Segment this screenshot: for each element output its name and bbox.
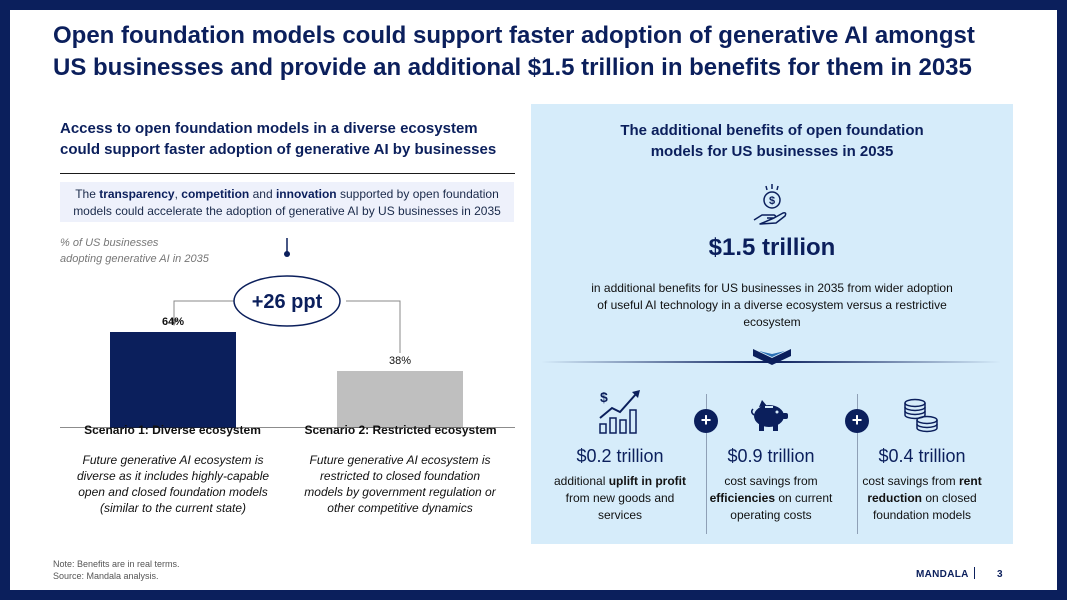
- axis-note-line: % of US businesses: [60, 237, 159, 249]
- bar-2: [337, 371, 463, 428]
- scenario2-title: Scenario 2: Restricted ecosystem: [304, 423, 497, 437]
- svg-text:$: $: [600, 389, 608, 405]
- bar-1: [110, 332, 236, 428]
- benefit-value: $0.2 trillion: [576, 446, 664, 466]
- divider: [706, 394, 707, 534]
- total-benefit-value: $1.5 trillion: [708, 234, 836, 261]
- svg-text:$: $: [769, 195, 775, 207]
- axis-note-line: adopting generative AI in 2035: [60, 253, 209, 265]
- benefits-panel: The additional benefits of open foundati…: [531, 104, 1013, 544]
- bracket-right: [346, 300, 401, 353]
- footnote-source: Source: Mandala analysis.: [53, 571, 159, 581]
- benefit-desc-bold: rent reduction: [867, 474, 982, 505]
- page-number: 3: [997, 569, 1003, 580]
- benefit-desc-text: cost savings from: [862, 474, 960, 488]
- scenario1-title: Scenario 1: Diverse ecosystem: [84, 423, 261, 437]
- benefit-desc-text: on current operating costs: [730, 491, 833, 522]
- callout-bold: transparency: [99, 187, 175, 201]
- total-benefit-desc: in additional benefits for US businesses…: [591, 281, 953, 329]
- callout-text: and: [249, 187, 276, 201]
- scenario1-desc: Future generative AI ecosystem is divers…: [76, 453, 270, 515]
- bar-chart: +26 ppt 64% 38%: [60, 238, 515, 428]
- plus-icon: +: [694, 409, 718, 433]
- bar-value-label: 38%: [389, 355, 411, 367]
- bar-value-label: 64%: [162, 316, 184, 328]
- plus-icon: +: [845, 409, 869, 433]
- benefit-desc: cost savings from rent reduction on clos…: [847, 473, 997, 524]
- footnote: Note: Benefits are in real terms. Source…: [53, 558, 180, 582]
- divider: [974, 567, 975, 579]
- scenario2-desc: Future generative AI ecosystem is restri…: [304, 453, 496, 515]
- arrow-head: [170, 319, 178, 326]
- chevron-down-icon: [753, 349, 791, 365]
- money-hand-icon: $: [753, 184, 787, 225]
- axis-note: % of US businesses adopting generative A…: [60, 235, 209, 267]
- piggy-bank-icon: [750, 400, 788, 431]
- callout-bold: competition: [181, 187, 250, 201]
- divider: [60, 173, 515, 174]
- growth-chart-icon: $: [599, 389, 640, 434]
- callout-box: The transparency, competition and innova…: [60, 182, 514, 222]
- benefit-value: $0.4 trillion: [878, 446, 966, 466]
- footnote-note: Note: Benefits are in real terms.: [53, 559, 180, 569]
- benefit-desc-bold: efficiencies: [709, 491, 775, 505]
- callout-text: ,: [174, 187, 182, 201]
- benefit-item: $0.4 trillion cost savings from rent red…: [847, 384, 997, 524]
- benefit-item: $0.9 trillion cost savings from efficien…: [696, 384, 846, 524]
- benefit-value: $0.9 trillion: [727, 446, 815, 466]
- benefit-desc-text: additional: [553, 474, 609, 488]
- divider: [857, 394, 858, 534]
- callout-text: The: [75, 187, 100, 201]
- connector-dot: [284, 251, 290, 257]
- annotation-label: +26 ppt: [252, 291, 323, 313]
- benefit-desc-text: from new goods and services: [565, 491, 675, 522]
- callout-bold: innovation: [275, 187, 337, 201]
- benefit-desc-bold: uplift in profit: [608, 474, 687, 488]
- benefits-heading: The additional benefits of open foundati…: [620, 122, 924, 160]
- slide: Open foundation models could support fas…: [10, 10, 1057, 590]
- brand-logo: MANDALA: [916, 569, 969, 580]
- bracket-left: [173, 300, 234, 320]
- slide-title: Open foundation models could support fas…: [53, 22, 975, 81]
- annotation-pill: [233, 275, 341, 327]
- left-heading: Access to open foundation models in a di…: [60, 120, 497, 158]
- callout-text: supported by open foundation models coul…: [73, 187, 501, 218]
- benefit-desc: cost savings from efficiencies on curren…: [696, 473, 846, 524]
- benefit-item: $ $0.2 trillion additional uplift in pro…: [545, 384, 695, 524]
- coins-icon: [904, 398, 938, 433]
- benefit-desc: additional uplift in profit from new goo…: [545, 473, 695, 524]
- benefit-desc-text: cost savings from: [724, 474, 818, 488]
- benefit-desc-text: on closed foundation models: [872, 491, 977, 522]
